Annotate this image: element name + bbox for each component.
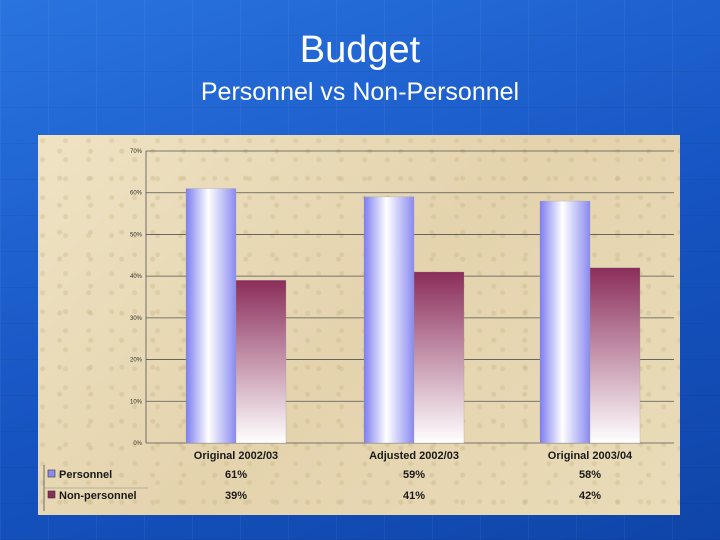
chart-panel: 0% 10% 20% 30% 40% 50% 60% 70% Original 2002/03 A… [38,135,680,515]
y-tick-label: 70% [130,149,143,155]
bar-chart: 0% 10% 20% 30% 40% 50% 60% 70% Original 2002/03 A… [43,149,674,511]
non-personnel-value-label: 39% [225,490,247,502]
personnel-value-label: 61% [225,469,247,481]
slide-subtitle: Personnel vs Non-Personnel [200,78,520,106]
personnel-value-label: 58% [579,469,601,481]
y-tick-label: 10% [130,399,143,405]
legend-label: Personnel [59,469,112,481]
non-personnel-value-label: 42% [579,490,601,502]
legend-swatch-non-personnel [47,490,56,499]
y-tick-label: 20% [130,358,143,364]
y-tick-label: 40% [130,274,143,280]
category-label: Original 2003/04 [548,450,633,462]
personnel-bar [185,188,237,444]
non-personnel-value-label: 41% [403,490,425,502]
personnel-bar [363,196,415,444]
legend-label: Non-personnel [59,490,137,502]
personnel-value-label: 59% [403,469,425,481]
non-personnel-bar [413,271,465,444]
y-tick-label: 60% [130,191,143,197]
legend-swatch-personnel [47,469,56,478]
non-personnel-bar [235,280,287,444]
y-tick-label: 50% [130,232,143,238]
y-tick-label: 0% [133,441,142,447]
category-label: Original 2002/03 [194,450,278,462]
y-tick-label: 30% [130,316,143,322]
category-label: Adjusted 2002/03 [369,450,459,462]
personnel-bar [539,200,591,444]
slide-title: Budget [299,29,421,71]
non-personnel-bar [589,267,641,444]
